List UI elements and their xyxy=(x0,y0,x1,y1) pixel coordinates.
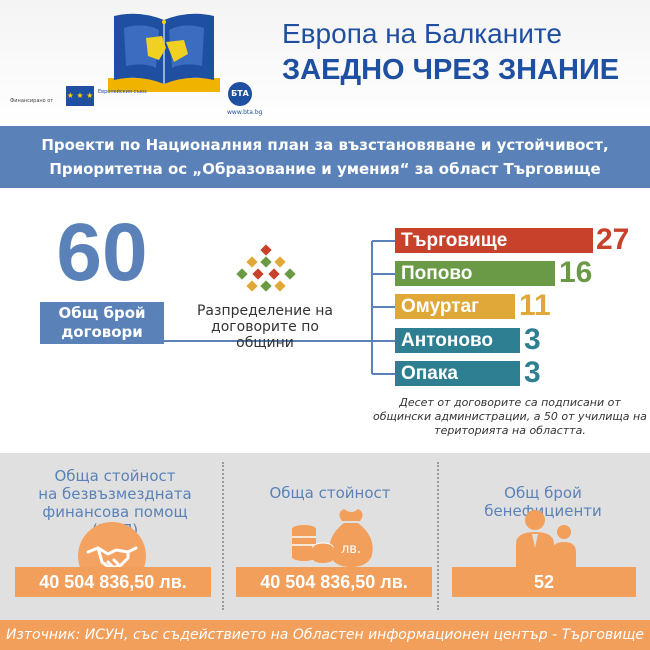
embroidery-pattern-icon xyxy=(236,244,296,292)
contracts-note: Десет от договорите са подписани от общи… xyxy=(370,396,650,438)
distribution-label: Разпределение на договорите по общини xyxy=(180,303,350,351)
eu-flag-icon: ★ ★ ★ xyxy=(66,86,94,106)
banner-line2: Приоритетна ос „Образование и умения“ за… xyxy=(49,160,601,178)
bta-logo: БТА xyxy=(228,82,252,106)
grant-label-line2: на безвъзмездната xyxy=(38,485,192,503)
bar-antonovo: Антоново xyxy=(395,328,520,353)
total-label-line2: договори xyxy=(61,323,143,341)
money-bag-coins-icon: лв. xyxy=(292,509,373,567)
book-map-logo xyxy=(108,13,220,92)
bar-label-targovishte: Търговище xyxy=(401,230,508,251)
eu-text: Европейския съюз xyxy=(98,89,147,95)
connector-lines xyxy=(164,240,395,375)
note-line3: територията на областта. xyxy=(434,424,586,437)
total-value-label: Обща стойност xyxy=(269,484,391,502)
bar-popovo: Попово xyxy=(395,261,555,286)
bar-value-popovo: 16 xyxy=(559,256,593,289)
grant-label-line1: Обща стойност xyxy=(54,467,176,485)
bar-value-omurtag: 11 xyxy=(519,289,551,322)
title-line2: ЗАЕДНО ЧРЕЗ ЗНАНИЕ xyxy=(282,54,620,86)
bar-label-opaka: Опака xyxy=(401,363,458,384)
bar-label-antonovo: Антоново xyxy=(401,330,493,351)
bta-url: www.bta.bg xyxy=(227,109,263,116)
bar-label-omurtag: Омуртаг xyxy=(401,296,480,317)
total-contracts-label: Общ брой договори xyxy=(40,302,164,344)
bar-value-targovishte: 27 xyxy=(596,223,630,256)
bar-targovishte: Търговище xyxy=(395,228,593,253)
grant-value: 40 504 836,50 лв. xyxy=(15,567,211,597)
banner: Проекти по Националния план за възстанов… xyxy=(0,126,650,188)
title-line1: Европа на Балканите xyxy=(282,18,562,49)
panel-divider xyxy=(222,462,224,610)
panel-divider xyxy=(437,462,439,610)
bar-label-popovo: Попово xyxy=(401,263,473,284)
bar-omurtag: Омуртаг xyxy=(395,294,515,319)
people-icon xyxy=(516,510,576,568)
header: Финансирано от ★ ★ ★ Европейския съюз БТ… xyxy=(0,0,650,126)
beneficiaries-label: Общ брой бенефициенти xyxy=(484,484,602,520)
banner-line1: Проекти по Националния план за възстанов… xyxy=(41,136,609,154)
bar-value-opaka: 3 xyxy=(524,356,541,389)
bar-opaka: Опака xyxy=(395,361,520,386)
distribution-line2: договорите по общини xyxy=(211,319,319,351)
source-footer: Източник: ИСУН, със съдействието на Обла… xyxy=(0,620,650,650)
note-line1: Десет от договорите са подписани от xyxy=(399,396,621,409)
note-line2: общински администрации, а 50 от училища … xyxy=(373,410,647,423)
distribution-line1: Разпределение на xyxy=(196,303,334,319)
funded-by-text: Финансирано от xyxy=(10,98,54,104)
beneficiaries-value: 52 xyxy=(452,567,636,597)
total-label-line1: Общ брой xyxy=(58,304,146,322)
bag-currency-label: лв. xyxy=(341,542,361,557)
bar-value-antonovo: 3 xyxy=(524,323,541,356)
total-value: 40 504 836,50 лв. xyxy=(236,567,432,597)
total-contracts-number: 60 xyxy=(56,207,148,298)
